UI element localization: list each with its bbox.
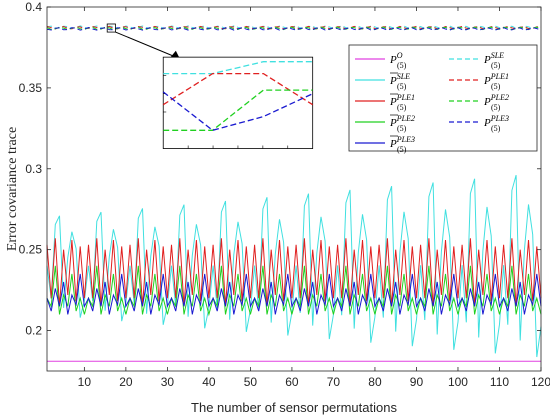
legend-label-PPLE1: PPLE1 (5) [483, 72, 509, 91]
legend-label-PSLE: PSLE (5) [483, 51, 504, 70]
ticks-layer: 10 20 30 40 50 60 70 80 90 100 110 120 0.2 0.25 0.3 0.3… [19, 0, 550, 389]
x-tick-label: 60 [285, 375, 299, 389]
x-tick-label: 100 [448, 375, 468, 389]
inset-series-line [162, 72, 314, 106]
series-line-PbarPLE3 [46, 273, 542, 315]
plot-frame [46, 6, 542, 372]
x-tick-label: 10 [78, 375, 92, 389]
y-tick-label: 0.25 [19, 243, 43, 257]
x-tick-label: 120 [531, 375, 550, 389]
y-tick-label: 0.3 [25, 162, 42, 176]
legend-label-PbarPLE1: PPLE1 (5) [389, 93, 415, 112]
legend: PO (5) PSLE (5) PPLE1 (5) PPLE2 (5) PPLE3 (5) PSLE… [348, 44, 538, 154]
legend-label-PbarSLE: PSLE (5) [389, 72, 410, 91]
inset-series-line [162, 91, 313, 132]
inset-series-line [163, 89, 313, 131]
series-line-PPLE2 [46, 26, 542, 31]
x-tick-label: 110 [490, 375, 509, 389]
legend-label-PbarPLE3: PPLE3 (5) [389, 135, 415, 154]
series-line-PbarPLE1 [46, 238, 542, 307]
inset-series-line [163, 61, 313, 75]
x-tick-label: 90 [410, 375, 424, 389]
zoom-arrow [115, 31, 181, 60]
x-tick-label: 40 [202, 375, 216, 389]
legend-box [348, 44, 538, 152]
x-axis-label: The number of sensor permutations [191, 400, 397, 415]
y-tick-label: 0.4 [25, 0, 42, 14]
x-tick-label: 70 [327, 375, 341, 389]
y-axis-label: Error covariance trace [5, 127, 20, 251]
legend-label-PPLE2: PPLE2 (5) [483, 93, 509, 112]
x-tick-label: 20 [119, 375, 133, 389]
y-tick-label: 0.2 [25, 324, 42, 338]
legend-label-PO: PO (5) [389, 51, 407, 70]
series-layer [46, 25, 542, 362]
zoom-source-box [106, 23, 116, 33]
legend-label-PbarPLE2: PPLE2 (5) [389, 114, 415, 133]
legend-label-PPLE3: PPLE3 (5) [483, 114, 509, 133]
x-tick-label: 80 [368, 375, 382, 389]
inset-frame [162, 56, 314, 149]
x-tick-label: 30 [161, 375, 175, 389]
x-tick-label: 50 [244, 375, 258, 389]
series-line-PbarPLE2 [46, 265, 542, 317]
y-tick-label: 0.35 [19, 81, 43, 95]
inset-zoom [106, 23, 314, 149]
series-line-PPLE3 [46, 26, 542, 31]
